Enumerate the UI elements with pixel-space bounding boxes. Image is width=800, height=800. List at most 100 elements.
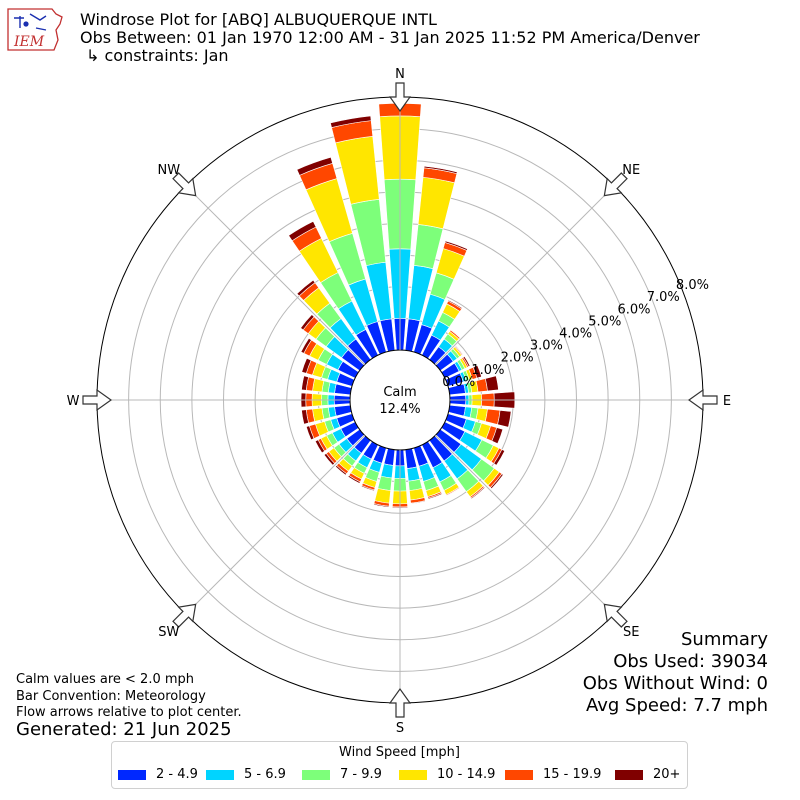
direction-spoke <box>185 435 365 615</box>
windrose-bar-segment <box>335 136 380 205</box>
generated-date: Generated: 21 Jun 2025 <box>16 719 232 740</box>
flow-arrows <box>82 82 718 718</box>
compass-label: NE <box>622 163 640 178</box>
flow-arrow-shape <box>82 388 113 412</box>
legend-title: Wind Speed [mph] <box>339 745 460 760</box>
legend-item: 7 - 9.9 <box>302 767 382 783</box>
radial-tick-label: 4.0% <box>559 326 592 341</box>
summary-heading: Summary <box>681 629 768 650</box>
windrose-bars: Calm 12.4% <box>288 103 516 509</box>
windrose-bar-segment <box>462 355 471 368</box>
legend-swatch <box>399 769 427 780</box>
windrose-bar-segment <box>296 156 333 176</box>
legend-swatch <box>206 769 234 780</box>
direction-spoke <box>435 185 615 365</box>
radial-tick-label: 8.0% <box>676 278 709 293</box>
windrose-bar-segment <box>423 165 458 174</box>
radial-tick-label: 5.0% <box>588 314 621 329</box>
windrose-bar-segment <box>444 240 468 251</box>
chart-subtitle-constraints: ↳ constraints: Jan <box>86 46 229 65</box>
direction-spoke <box>435 435 615 615</box>
flow-arrow-shape <box>603 603 628 628</box>
flow-arrow-shape <box>603 172 628 197</box>
windrose-bar-segment <box>484 375 499 392</box>
flow-arrow-shape <box>687 388 718 412</box>
compass-label: SE <box>623 625 639 640</box>
flow-arrow-icon <box>603 603 628 628</box>
windrose-bar-segment <box>493 449 506 466</box>
windrose-bar-segment <box>335 465 347 476</box>
flow-arrow-icon <box>388 82 412 113</box>
windrose-bar-segment <box>489 473 504 490</box>
direction-spokes <box>97 97 703 703</box>
summary-obs-used: Obs Used: 39034 <box>613 651 768 672</box>
flow-arrow-shape <box>172 172 197 197</box>
flow-arrow-shape <box>388 82 412 113</box>
summary-avg-speed: Avg Speed: 7.7 mph <box>586 695 768 716</box>
windrose-bar-segment <box>288 220 317 242</box>
windrose-bar-segment <box>300 337 312 354</box>
legend-label: 2 - 4.9 <box>156 767 198 782</box>
legend-label: 10 - 14.9 <box>437 767 496 782</box>
direction-spoke <box>185 185 365 365</box>
flow-arrow-icon <box>388 687 412 718</box>
flow-arrow-icon <box>82 388 113 412</box>
windrose-bar-segment <box>301 357 312 374</box>
calm-value: 12.4% <box>379 402 420 417</box>
legend-item: 5 - 6.9 <box>206 767 286 783</box>
windrose-bar-segment <box>301 409 309 425</box>
calm-circle <box>349 349 451 451</box>
legend-label: 20+ <box>653 767 681 782</box>
legend-swatch <box>505 769 533 780</box>
radial-tick-label: 0.0% <box>442 375 475 390</box>
compass-label: N <box>395 67 405 82</box>
windrose-bar-segment <box>323 453 335 466</box>
legend-item: 2 - 4.9 <box>118 767 198 783</box>
windrose-bar-segment <box>470 486 486 500</box>
windrose-bar-segment <box>447 299 463 310</box>
windrose-bar-segment <box>360 485 375 492</box>
compass-label: NW <box>157 163 180 178</box>
radial-tick-label: 6.0% <box>618 302 651 317</box>
legend-item: 10 - 14.9 <box>399 767 495 783</box>
windrose-bar-segment <box>373 503 390 508</box>
windrose-bar-segment <box>330 115 372 128</box>
axis-labels: 0.0%1.0%2.0%3.0%4.0%5.0%6.0%7.0%8.0% N NE E… <box>67 67 732 736</box>
windrose-bar-segment <box>301 375 309 391</box>
windrose-bar-segment <box>406 466 421 482</box>
flow-arrow-icon <box>603 172 628 197</box>
windrose-bar-segment <box>377 475 393 491</box>
legend-swatch <box>302 769 330 780</box>
legend-item: 15 - 19.9 <box>505 767 601 783</box>
legend-label: 15 - 19.9 <box>543 767 602 782</box>
calm-definition-note: Calm values are < 2.0 mph <box>16 672 195 687</box>
windrose-bar-segment <box>296 279 316 297</box>
windrose-bar-segment <box>417 176 455 230</box>
flow-arrows-note: Flow arrows relative to plot center. <box>16 705 242 720</box>
windrose-bar-segment <box>410 500 426 505</box>
legend-swatch <box>118 769 146 780</box>
compass-label: SW <box>158 625 179 640</box>
flow-arrow-icon <box>172 172 197 197</box>
summary-obs-without-wind: Obs Without Wind: 0 <box>582 673 768 694</box>
chart-title: Windrose Plot for [ABQ] ALBUQUERQUE INTL <box>80 10 437 29</box>
windrose-bar-segment <box>446 487 461 497</box>
compass-label: W <box>67 394 80 409</box>
radial-tick-label: 1.0% <box>471 363 504 378</box>
legend-label: 7 - 9.9 <box>340 767 382 782</box>
windrose-bar-segment <box>380 463 394 479</box>
windrose-bar-segment <box>300 314 315 331</box>
windrose-bar-segment <box>305 425 315 441</box>
windrose-bar-segment <box>450 329 461 339</box>
flow-arrow-icon <box>172 603 197 628</box>
flow-arrow-shape <box>388 687 412 718</box>
radial-tick-label: 3.0% <box>530 339 563 354</box>
legend-item: 20+ <box>615 767 680 783</box>
windrose-bar-segment <box>413 224 444 270</box>
legend-label: 5 - 6.9 <box>244 767 286 782</box>
calm-label: Calm <box>383 385 416 400</box>
radial-tick-label: 2.0% <box>501 351 534 366</box>
flow-arrow-icon <box>687 388 718 412</box>
windrose-bar-segment <box>491 427 504 445</box>
